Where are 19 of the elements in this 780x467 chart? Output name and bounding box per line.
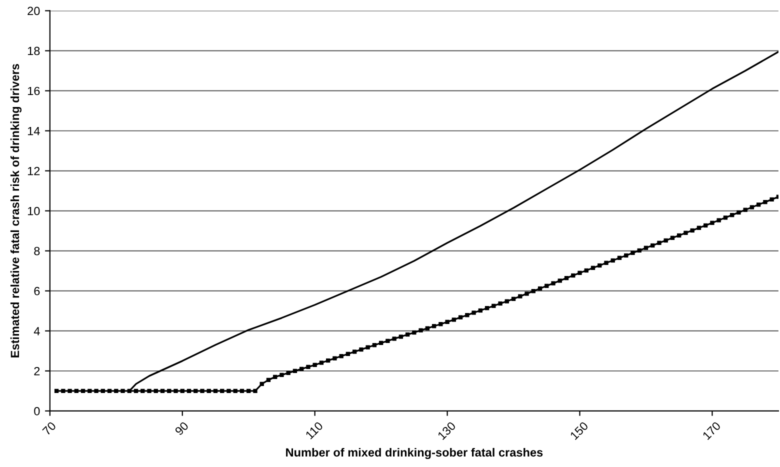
x-tick-label: 90 (174, 421, 189, 436)
y-axis-title: Estimated relative fatal crash risk of drinking drivers (10, 64, 22, 358)
y-tick-label: 2 (34, 366, 40, 376)
y-tick-label: 20 (28, 6, 40, 16)
x-tick-label: 170 (702, 421, 722, 440)
y-tick-label: 6 (34, 286, 40, 296)
y-tick-label: 14 (28, 126, 40, 136)
x-axis-title: Number of mixed drinking-sober fatal crashes (286, 448, 543, 460)
x-tick-label: 130 (437, 421, 456, 440)
x-tick-label: 150 (570, 421, 589, 440)
y-tick-label: 10 (28, 206, 40, 216)
x-tick-label: 70 (42, 421, 56, 436)
y-tick-label: 4 (34, 327, 40, 336)
y-tick-label: 8 (34, 246, 40, 256)
y-tick-label: 16 (28, 86, 40, 96)
y-tick-label: 0 (34, 406, 40, 416)
x-tick-label: 110 (305, 421, 324, 440)
y-tick-label: 12 (28, 166, 40, 176)
y-tick-label: 18 (28, 46, 40, 56)
